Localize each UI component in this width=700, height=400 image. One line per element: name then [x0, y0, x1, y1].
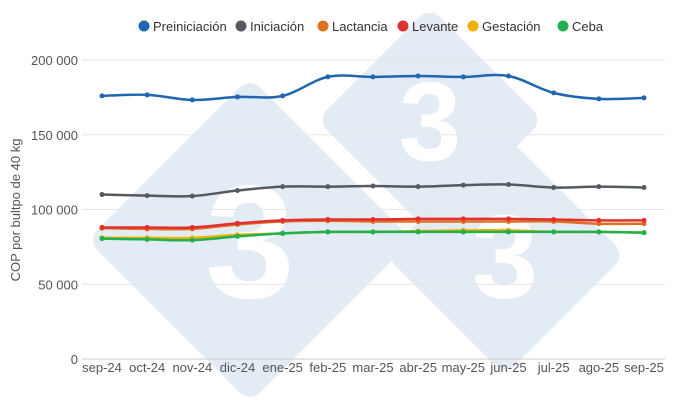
series-lines	[99, 73, 647, 243]
legend-item-label: Preiniciación	[153, 19, 227, 34]
data-point	[370, 217, 376, 223]
data-point	[325, 74, 331, 80]
legend-item-label: Ceba	[572, 19, 604, 34]
data-point	[415, 73, 421, 79]
data-point	[189, 97, 195, 103]
data-point	[415, 216, 421, 222]
y-tick-label: 50 000	[38, 277, 78, 292]
data-point	[551, 217, 557, 223]
data-point	[280, 184, 286, 190]
data-point	[99, 93, 105, 99]
x-tick-label: sep-24	[82, 360, 122, 375]
legend-marker	[397, 20, 409, 32]
data-point	[280, 93, 286, 99]
legend-item-label: Iniciación	[250, 19, 304, 34]
x-tick-label: ene-25	[262, 360, 302, 375]
data-point	[596, 184, 602, 190]
data-point	[325, 184, 331, 190]
data-point	[506, 73, 511, 79]
data-point	[596, 217, 602, 223]
data-point	[415, 184, 421, 190]
data-point	[551, 229, 557, 235]
data-point	[144, 92, 150, 98]
data-point	[189, 224, 195, 230]
y-tick-label: 0	[71, 352, 78, 367]
watermark-logo: 333	[93, 12, 620, 397]
data-point	[280, 230, 286, 236]
data-point	[551, 90, 557, 96]
legend-item-label: Lactancia	[332, 19, 388, 34]
watermark-diamond	[390, 140, 620, 370]
data-point	[99, 224, 105, 230]
data-point	[144, 224, 150, 230]
data-point	[235, 233, 240, 239]
x-tick-label: oct-24	[129, 360, 165, 375]
y-tick-label: 100 000	[31, 203, 78, 218]
data-point	[460, 74, 466, 80]
data-point	[506, 216, 511, 222]
legend-item-label: Gestación	[482, 19, 541, 34]
data-point	[144, 193, 150, 199]
gridlines	[82, 59, 665, 360]
x-tick-label: sep-25	[624, 360, 664, 375]
data-point	[99, 236, 105, 242]
data-point	[144, 236, 150, 242]
x-tick-label: dic-24	[220, 360, 255, 375]
y-tick-label: 150 000	[31, 128, 78, 143]
legend-marker	[467, 20, 479, 32]
data-point	[235, 188, 240, 194]
y-tick-label: 200 000	[31, 53, 78, 68]
watermark-digit: 3	[205, 153, 295, 333]
data-point	[370, 183, 376, 189]
data-point	[415, 229, 421, 235]
x-tick-label: feb-25	[309, 360, 346, 375]
data-point	[641, 95, 647, 101]
data-point	[596, 96, 602, 102]
legend[interactable]: Preiniciación Iniciación Lactancia Levante G…	[138, 19, 604, 34]
data-point	[189, 237, 195, 243]
data-point	[596, 229, 602, 235]
data-point	[235, 220, 240, 226]
data-point	[551, 185, 557, 191]
x-tick-label: may-25	[442, 360, 485, 375]
watermark-diamond	[93, 83, 407, 397]
legend-marker	[557, 20, 569, 32]
legend-marker	[138, 20, 150, 32]
data-point	[370, 74, 376, 80]
x-tick-label: nov-24	[172, 360, 212, 375]
legend-marker	[317, 20, 329, 32]
y-axis-label: COP por bultpo de 40 kg	[8, 139, 23, 282]
data-point	[506, 182, 511, 188]
x-axis-ticks: sep-24 oct-24 nov-24 dic-24 ene-25 feb-25 mar-…	[82, 360, 664, 375]
data-point	[325, 217, 331, 223]
y-axis-ticks: 0 50 000 100 000 150 000 200 000	[31, 53, 78, 367]
data-point	[325, 229, 331, 235]
data-point	[460, 182, 466, 188]
watermark-digit: 3	[399, 59, 461, 184]
data-point	[460, 216, 466, 222]
x-tick-label: jul-25	[537, 360, 570, 375]
legend-marker	[235, 20, 247, 32]
data-point	[235, 94, 240, 100]
x-tick-label: ago-25	[579, 360, 619, 375]
x-tick-label: abr-25	[399, 360, 437, 375]
x-tick-label: jun-25	[489, 360, 526, 375]
data-point	[370, 229, 376, 235]
legend-item-label: Levante	[412, 19, 458, 34]
data-point	[641, 217, 647, 223]
data-point	[280, 217, 286, 223]
data-point	[641, 185, 647, 191]
watermark-digit: 3	[472, 191, 538, 324]
x-tick-label: mar-25	[352, 360, 393, 375]
data-point	[506, 229, 511, 235]
data-point	[641, 230, 647, 236]
data-point	[460, 229, 466, 235]
data-point	[99, 192, 105, 198]
data-point	[189, 193, 195, 199]
